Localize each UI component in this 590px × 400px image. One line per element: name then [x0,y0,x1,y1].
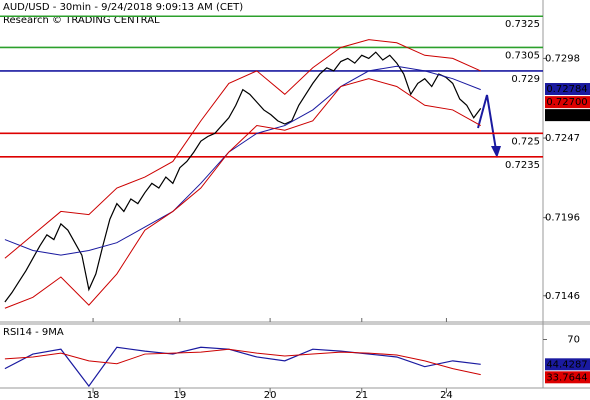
y-tick-label: 0.7196 [545,213,580,224]
level-label: 0.729 [511,74,540,85]
value-tag-label: 0.72662 [546,110,587,121]
level-label: 0.725 [511,136,540,147]
value-tag-label: 0.72700 [546,97,587,108]
arrow-line [477,94,497,151]
y-tick-label: 0.7298 [545,53,580,64]
y-tick-label: 0.7247 [545,133,580,144]
value-tag [545,83,590,96]
value-tag [545,109,590,122]
y-tick-label: 0.7146 [545,291,580,302]
x-tick-label: 19 [173,390,186,400]
value-tag-label: 0.72784 [546,84,587,95]
arrow-head [491,146,501,158]
projection-arrow [477,94,501,158]
value-tag [545,371,590,384]
chart-title: AUD/USD - 30min - 9/24/2018 9:09:13 AM (… [3,2,243,13]
value-tag-label: 33.7644 [546,372,587,383]
series-line [4,346,481,388]
panel-title: RSI14 - 9MA [3,327,64,338]
x-tick-label: 24 [440,390,453,400]
x-tick-label: 21 [355,390,368,400]
value-tag [545,358,590,371]
level-label: 0.7235 [505,160,540,171]
level-label: 0.7305 [505,50,540,61]
x-tick-label: 20 [264,390,277,400]
series-line [4,65,481,256]
chart-subtitle: Research © TRADING CENTRAL [3,15,160,26]
value-tag [545,96,590,109]
series-line [4,78,481,309]
y-tick-label: 70 [567,335,580,346]
series-line [4,39,481,259]
value-tag-label: 44.4287 [546,359,587,370]
level-label: 0.7325 [505,19,540,30]
series-line [4,51,482,303]
x-tick-label: 18 [87,390,100,400]
series-line [4,348,481,376]
